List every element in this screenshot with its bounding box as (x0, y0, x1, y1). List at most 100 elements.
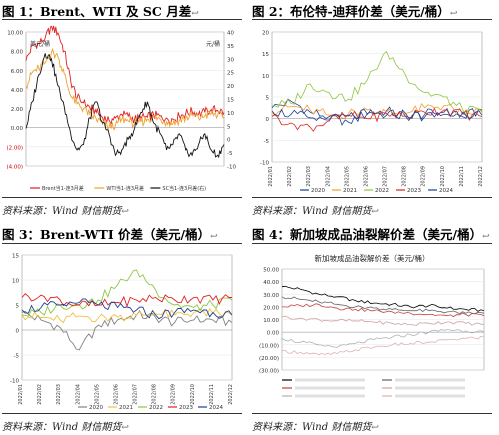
x-tick-label: 2022/07 (133, 384, 139, 405)
fig1-bottom-rule (2, 197, 242, 198)
legend-label: 2024 (439, 188, 453, 194)
fig3-top-rule (2, 243, 242, 244)
fig2-bottom-rule (252, 197, 492, 198)
legend-label: 2023 (407, 188, 421, 194)
x-tick-label: 2022/09 (421, 166, 427, 187)
x-tick-label: 2022/11 (209, 384, 215, 405)
y-tick-label: 10.00 (263, 318, 279, 324)
y-tick-label: -10 (260, 161, 269, 167)
y2-tick-label: 10 (227, 111, 234, 117)
x-tick-label: 2022/04 (75, 384, 81, 405)
fig2-top-rule (252, 19, 492, 20)
y-tick-label: (20.00) (259, 356, 279, 362)
y-tick-label: 0 (16, 329, 20, 335)
series-line-2022 (21, 269, 233, 317)
series-line-s2 (282, 303, 485, 318)
fig2-title: 图 2：布伦特-迪拜价差（美元/桶）↩ (252, 4, 458, 19)
series-line-SC当1-连3月差(右) (25, 53, 225, 159)
y-tick-label: (4.00) (6, 165, 23, 171)
fig1-title: 图 1：Brent、WTI 及 SC 月差↩ (2, 4, 199, 19)
legend-label: 2022 (375, 188, 389, 194)
series-line-2022 (271, 50, 483, 116)
y-tick-label: (30.00) (259, 369, 279, 375)
x-tick-label: 2022/07 (383, 166, 389, 187)
x-tick-label: 2022/12 (478, 166, 484, 187)
y-tick-label: 10.00 (7, 31, 23, 37)
series-line-2021 (271, 102, 483, 119)
y-tick-label: 8.00 (11, 50, 24, 56)
legend-label-placeholder (295, 378, 365, 382)
y-tick-label: 0.00 (11, 126, 24, 132)
series-line-s1 (281, 296, 485, 315)
legend-label: 2020 (89, 405, 103, 411)
y2-tick-label: 20 (227, 84, 234, 90)
y-tick-label: 30.00 (263, 293, 279, 299)
x-tick-label: 2022/11 (459, 166, 465, 187)
legend-label: 2021 (343, 188, 357, 194)
y-tick-label: -10 (10, 379, 19, 385)
y-tick-label: 0.00 (267, 331, 280, 337)
y2-tick-label: 40 (227, 31, 234, 37)
x-tick-label: 2022/02 (287, 166, 293, 187)
x-tick-label: 2022/01 (268, 166, 274, 187)
fig2-source: 资料来源：Wind 财信期货↩ (252, 206, 379, 217)
legend-label: Brent当1-连3月差 (42, 185, 84, 192)
fig4-chart: 新加坡成品油裂解价差（美元/桶） 50.00 40.00 30.00 20.00 10.0… (259, 253, 485, 398)
y-tick-label: -5 (264, 139, 270, 145)
series-line-2020 (21, 309, 233, 351)
legend-label: WTI当1-连3月差 (106, 185, 144, 192)
right-axis-label: 元/桶 (206, 40, 220, 48)
x-tick-label: 2022/05 (344, 166, 350, 187)
fig4-source: 资料来源：Wind 财信期货↩ (252, 422, 379, 433)
y2-tick-label: 0 (227, 138, 231, 144)
fig4-top-rule (252, 243, 492, 244)
y2-tick-label: -10 (227, 165, 236, 171)
legend-label: SC当1-连3月差(右) (162, 185, 206, 192)
legend-label-placeholder (395, 394, 465, 398)
y-tick-label: 20 (262, 31, 269, 37)
fig3-bottom-rule (2, 413, 242, 414)
fig3-source: 资料来源：Wind 财信期货↩ (2, 422, 129, 433)
x-tick-label: 2022/04 (325, 166, 331, 187)
y-tick-label: 5 (266, 96, 270, 102)
fig4-title: 图 4：新加坡成品油裂解价差（美元/桶）↩ (252, 227, 490, 242)
y-tick-label: 2.00 (11, 107, 24, 113)
series-line-WTI当1-连3月差 (25, 47, 225, 131)
fig1-top-rule (2, 19, 242, 20)
y2-tick-label: 30 (227, 57, 234, 63)
x-tick-label: 2022/08 (402, 166, 408, 187)
x-tick-label: 2022/08 (152, 384, 158, 405)
legend-label-placeholder (395, 386, 465, 390)
y-tick-label: 5 (16, 304, 20, 310)
series-line-Brent当1-连3月差 (25, 25, 225, 125)
series-line-2023 (271, 107, 483, 132)
y-tick-label: 40.00 (263, 280, 279, 286)
x-tick-label: 2022/06 (363, 166, 369, 187)
legend-label-placeholder (295, 394, 365, 398)
legend-label-placeholder (295, 386, 365, 390)
y-tick-label: 50.00 (263, 268, 279, 274)
x-tick-label: 2022/09 (171, 384, 177, 405)
legend-label: 2024 (209, 405, 223, 411)
x-tick-label: 2022/05 (94, 384, 100, 405)
y-tick-label: 0 (266, 117, 270, 123)
y-tick-label: (10.00) (259, 343, 279, 349)
legend-label: 2022 (149, 405, 163, 411)
series-line-s4 (281, 329, 485, 348)
plot-frame (25, 31, 225, 167)
y2-tick-label: 25 (227, 71, 234, 77)
y-tick-label: 10 (262, 74, 269, 80)
y2-tick-label: 15 (227, 98, 234, 104)
y-tick-label: 15 (262, 52, 269, 58)
fig4-bottom-rule (252, 413, 492, 414)
fig1-chart: 10.00 8.00 6.00 4.00 2.00 0.00 (2.00) (4.00) 40 3… (6, 25, 236, 192)
y-tick-label: 15 (12, 254, 19, 260)
x-tick-label: 2022/06 (113, 384, 119, 405)
x-tick-label: 2022/03 (56, 384, 62, 405)
chart-title: 新加坡成品油裂解价差（美元/桶） (314, 253, 429, 263)
legend-label: 2023 (179, 405, 193, 411)
y2-tick-label: -5 (227, 151, 233, 157)
y-tick-label: 6.00 (11, 69, 24, 75)
